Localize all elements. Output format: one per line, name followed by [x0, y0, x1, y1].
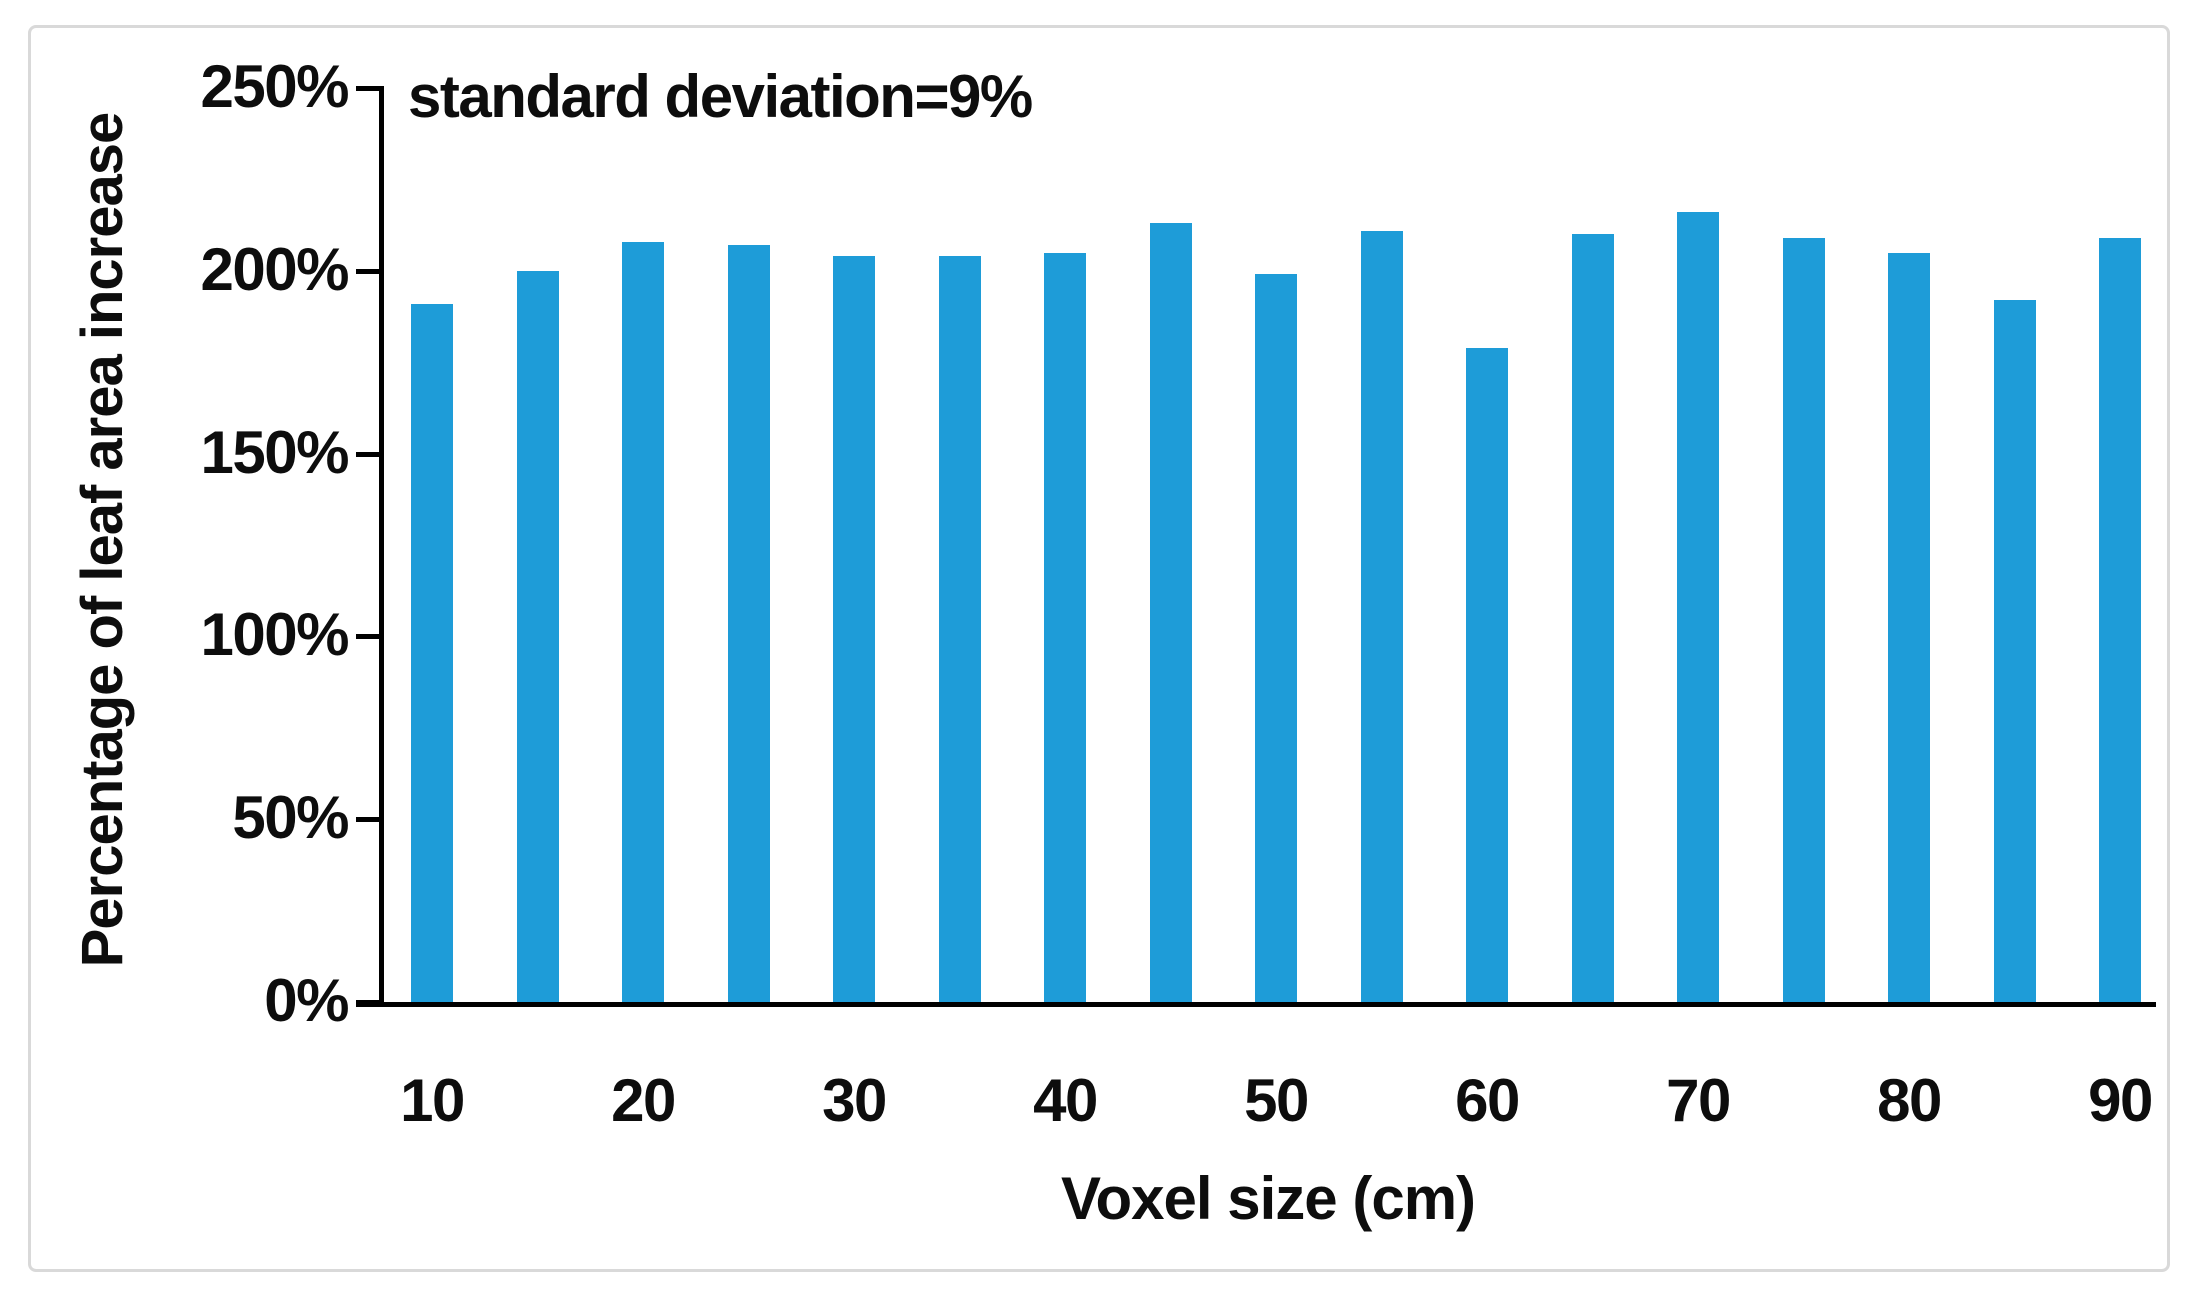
y-tick-mark — [356, 1000, 382, 1005]
bar-voxel-45cm — [1149, 223, 1192, 1002]
bar-voxel-25cm — [727, 245, 770, 1002]
x-tick-label: 80 — [1877, 1067, 1942, 1134]
bar-voxel-30cm — [833, 256, 875, 1002]
y-tick-label: 150% — [200, 418, 350, 486]
y-tick-label: 200% — [200, 235, 350, 303]
x-tick-label: 40 — [1033, 1067, 1098, 1134]
y-tick-label: 250% — [200, 53, 350, 120]
x-tick-label: 30 — [822, 1067, 887, 1134]
y-tick-mark — [356, 634, 382, 640]
y-axis-title: Percentage of leaf area increase — [70, 112, 135, 968]
bar-voxel-60cm — [1466, 347, 1508, 1002]
y-tick-label: 0% — [264, 967, 349, 1034]
y-tick-mark — [356, 817, 382, 823]
y-tick-mark — [356, 86, 382, 91]
x-tick-label: 70 — [1666, 1067, 1731, 1134]
bar-voxel-75cm — [1782, 237, 1825, 1002]
bar-voxel-40cm — [1044, 252, 1086, 1002]
bar-voxel-55cm — [1360, 230, 1403, 1002]
bar-voxel-10cm — [411, 303, 453, 1002]
bar-voxel-20cm — [622, 241, 664, 1002]
bar-voxel-50cm — [1255, 274, 1297, 1002]
x-tick-label: 10 — [400, 1067, 465, 1134]
x-axis-title: Voxel size (cm) — [1060, 1165, 1476, 1232]
y-tick-mark — [356, 451, 382, 457]
bar-voxel-85cm — [1993, 300, 2036, 1002]
x-tick-label: 20 — [611, 1067, 676, 1134]
bar-voxel-65cm — [1571, 234, 1614, 1002]
bar-voxel-35cm — [938, 256, 981, 1002]
y-tick-mark — [356, 268, 382, 274]
bar-voxel-80cm — [1888, 252, 1930, 1002]
x-tick-label: 90 — [2088, 1067, 2153, 1134]
x-tick-label: 50 — [1244, 1067, 1309, 1134]
y-tick-label: 100% — [200, 601, 350, 669]
bar-voxel-90cm — [2099, 237, 2141, 1002]
y-tick-label: 50% — [232, 784, 349, 852]
standard-deviation-annotation: standard deviation=9% — [408, 63, 1033, 130]
x-axis-baseline — [356, 1002, 2156, 1007]
y-axis-line — [379, 86, 384, 1007]
x-tick-label: 60 — [1455, 1067, 1520, 1134]
bar-voxel-15cm — [516, 270, 559, 1002]
bar-voxel-70cm — [1677, 212, 1719, 1002]
